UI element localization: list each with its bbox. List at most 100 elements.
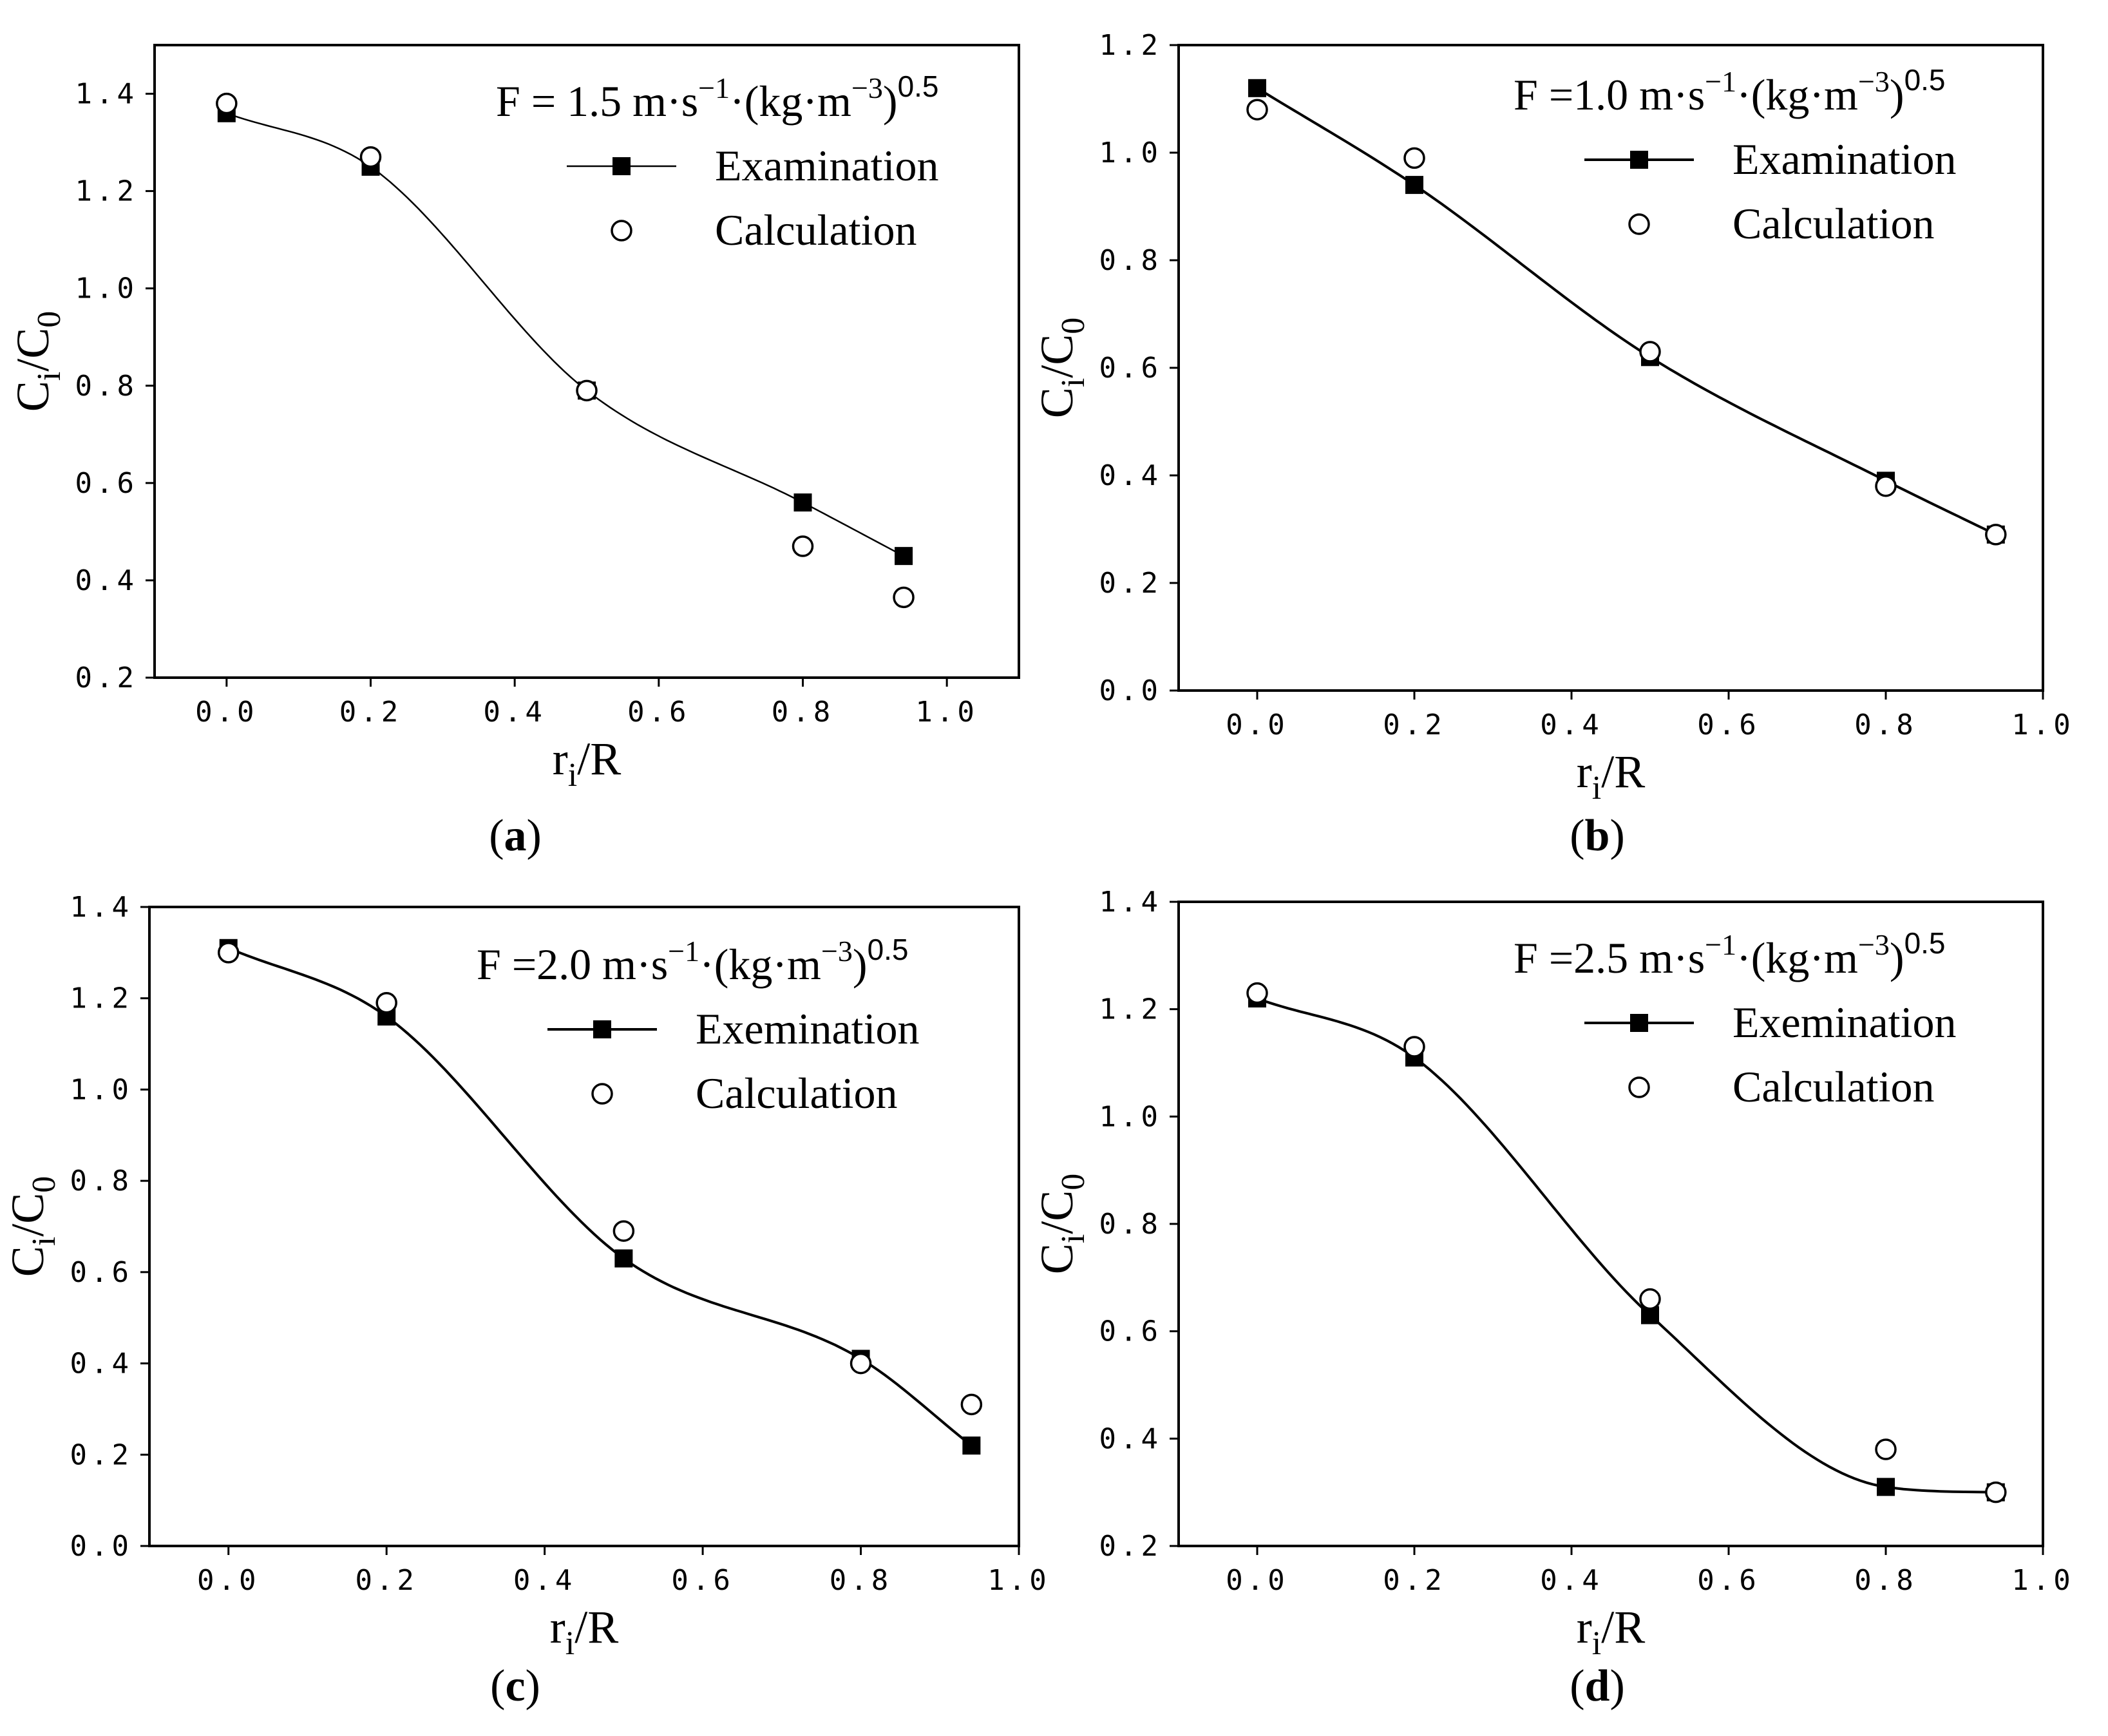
calculation-point xyxy=(792,535,814,557)
legend-calculation: Calculation xyxy=(1733,199,1934,248)
y-tick-label: 0.2 xyxy=(75,662,138,694)
calculation-point xyxy=(217,942,240,964)
plot-frame xyxy=(148,906,1020,1547)
x-tick-label: 0.0 xyxy=(197,1564,260,1597)
x-tick-label: 0.6 xyxy=(1697,1564,1760,1597)
x-axis-label: ri/R xyxy=(1577,746,1645,806)
y-tick-label: 0.2 xyxy=(1099,1530,1162,1563)
y-tick-label: 0.4 xyxy=(75,564,138,597)
y-tick-label: 1.2 xyxy=(70,982,133,1015)
panel-label: (a) xyxy=(489,811,542,861)
legend-calculation: Calculation xyxy=(696,1069,897,1118)
calculation-point xyxy=(893,586,915,609)
examination-point xyxy=(793,493,812,512)
x-axis-label: ri/R xyxy=(553,733,621,794)
legend-square-swatch xyxy=(1630,151,1648,169)
y-tick-label: 0.8 xyxy=(75,370,138,403)
y-tick-label: 0.0 xyxy=(1099,674,1162,707)
x-tick-label: 0.6 xyxy=(627,696,690,729)
x-tick-label: 0.0 xyxy=(195,696,258,729)
calculation-point xyxy=(576,379,598,402)
x-tick-label: 1.0 xyxy=(915,696,978,729)
panel-label: (d) xyxy=(1570,1661,1625,1711)
legend-examination: Examination xyxy=(1733,135,1956,184)
y-tick-label: 1.0 xyxy=(1099,1100,1162,1133)
calculation-point xyxy=(960,1393,983,1416)
y-tick-label: 1.2 xyxy=(1099,993,1162,1026)
legend-square-swatch xyxy=(612,157,631,175)
x-tick-label: 0.6 xyxy=(671,1564,734,1597)
examination-point xyxy=(1405,176,1423,195)
legend-circle-swatch xyxy=(1628,213,1650,235)
calculation-point xyxy=(612,1220,635,1242)
legend-square-swatch xyxy=(1630,1014,1648,1032)
y-tick-label: 0.4 xyxy=(70,1348,133,1380)
y-tick-label: 1.0 xyxy=(70,1073,133,1106)
legend-examination: Exemination xyxy=(696,1004,919,1053)
x-tick-label: 0.2 xyxy=(1383,1564,1445,1597)
x-tick-label: 0.2 xyxy=(339,696,402,729)
examination-point xyxy=(614,1249,633,1268)
y-tick-label: 1.4 xyxy=(70,891,133,924)
examination-point xyxy=(962,1436,981,1455)
y-tick-label: 1.2 xyxy=(1099,29,1162,62)
x-tick-label: 0.4 xyxy=(513,1564,576,1597)
y-axis-label: Ci/C0 xyxy=(1031,1174,1092,1275)
calculation-point xyxy=(1246,982,1268,1004)
y-tick-label: 0.6 xyxy=(75,467,138,500)
panel-title: F =2.0 m·s−1·(kg·m−3)0.5 xyxy=(477,933,909,989)
x-axis-label: ri/R xyxy=(1577,1601,1645,1662)
legend-examination: Exemination xyxy=(1733,998,1956,1047)
examination-fit-line xyxy=(1257,997,1996,1494)
y-tick-label: 0.8 xyxy=(70,1165,133,1197)
legend-square-swatch xyxy=(593,1020,611,1038)
x-tick-label: 0.8 xyxy=(830,1564,892,1597)
x-tick-label: 0.2 xyxy=(355,1564,417,1597)
x-tick-label: 1.0 xyxy=(2011,1564,2074,1597)
panel-c: 0.0 0.2 0.4 0.6 0.8 1.0 0.0 0.2 0.4 0.6 0.8 1.0 1.2 1… xyxy=(2,891,1047,1711)
y-tick-label: 0.4 xyxy=(1099,459,1162,492)
x-tick-label: 1.0 xyxy=(2011,709,2074,741)
calculation-point xyxy=(359,146,382,168)
x-tick-label: 0.4 xyxy=(483,696,546,729)
calculation-point xyxy=(1246,99,1268,120)
panel-title: F = 1.5 m·s−1·(kg·m−3)0.5 xyxy=(496,70,939,126)
y-tick-label: 0.6 xyxy=(70,1256,133,1289)
x-tick-label: 0.8 xyxy=(1854,709,1917,741)
examination-point xyxy=(895,547,913,566)
panel-label: (b) xyxy=(1570,811,1625,861)
y-tick-label: 0.8 xyxy=(1099,1208,1162,1241)
x-tick-label: 0.6 xyxy=(1697,709,1760,741)
x-axis-label: ri/R xyxy=(550,1601,618,1662)
x-tick-label: 0.0 xyxy=(1226,709,1288,741)
examination-fit-line xyxy=(226,112,904,557)
panel-title: F =2.5 m·s−1·(kg·m−3)0.5 xyxy=(1514,926,1946,982)
y-tick-label: 0.6 xyxy=(1099,352,1162,385)
y-tick-label: 0.6 xyxy=(1099,1315,1162,1348)
y-axis-label: Ci/C0 xyxy=(1031,318,1092,419)
y-axis-label: Ci/C0 xyxy=(7,311,68,412)
legend-calculation: Calculation xyxy=(1733,1062,1934,1111)
calculation-point xyxy=(1403,1036,1425,1058)
examination-fit-line xyxy=(1256,87,1997,536)
x-tick-label: 0.8 xyxy=(1854,1564,1917,1597)
panel-title: F =1.0 m·s−1·(kg·m−3)0.5 xyxy=(1514,63,1946,119)
y-tick-label: 1.4 xyxy=(1099,886,1162,919)
calculation-point xyxy=(375,992,397,1014)
x-tick-label: 0.0 xyxy=(1226,1564,1288,1597)
calculation-point xyxy=(1403,147,1425,169)
panel-label: (c) xyxy=(490,1661,540,1711)
calculation-point xyxy=(1875,1438,1897,1460)
y-tick-label: 0.4 xyxy=(1099,1422,1162,1455)
legend-calculation: Calculation xyxy=(715,205,916,254)
calculation-point xyxy=(850,1352,872,1375)
legend-circle-swatch xyxy=(591,1083,613,1105)
y-tick-label: 0.0 xyxy=(70,1530,133,1563)
x-tick-label: 0.8 xyxy=(772,696,834,729)
y-tick-label: 0.2 xyxy=(70,1438,133,1471)
x-tick-label: 0.2 xyxy=(1383,709,1445,741)
x-tick-label: 0.4 xyxy=(1540,1564,1602,1597)
calculation-point xyxy=(1639,1288,1661,1310)
y-tick-label: 1.0 xyxy=(75,272,138,305)
